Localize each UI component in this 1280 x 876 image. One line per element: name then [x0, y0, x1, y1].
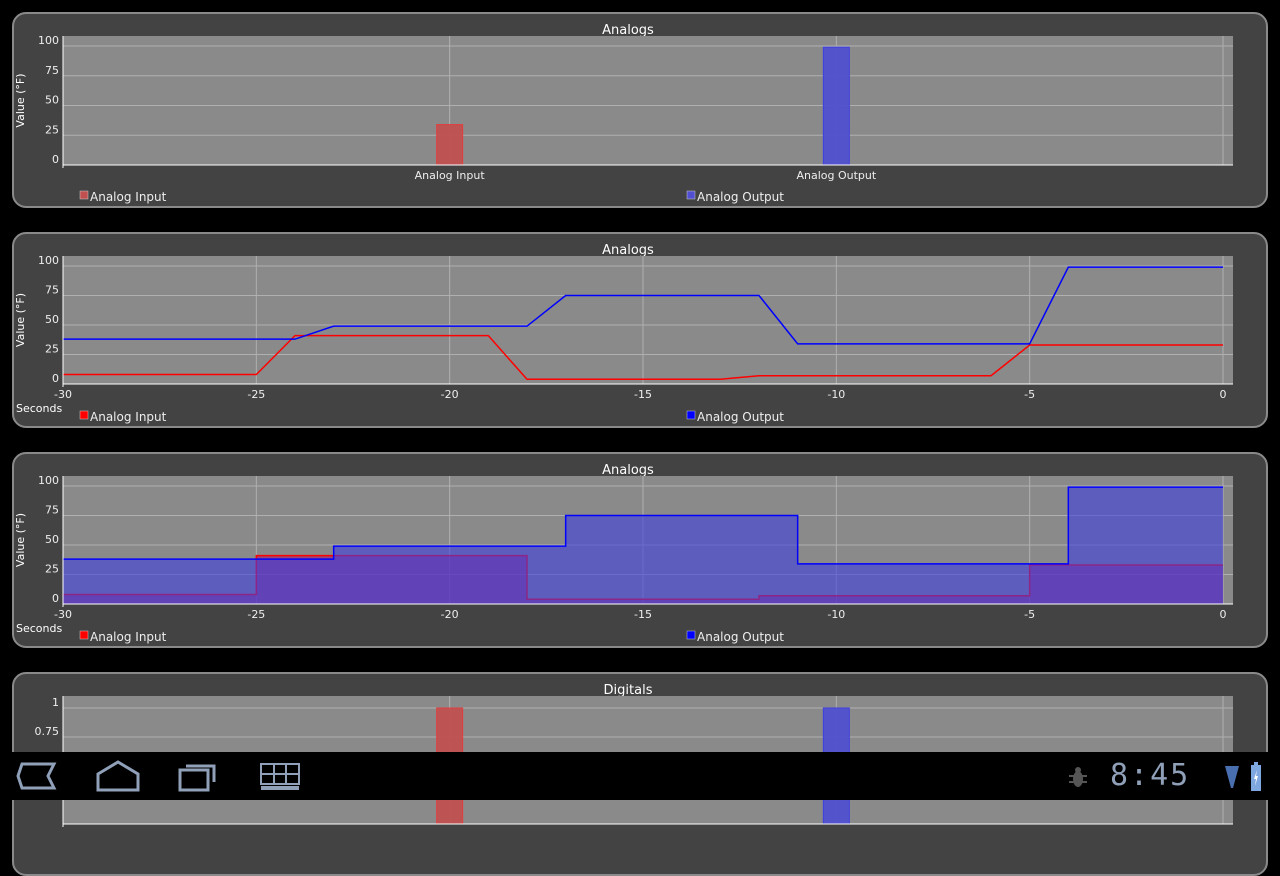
bar-analog-input — [436, 124, 464, 166]
x-tick-label: -30 — [54, 388, 72, 401]
y-axis-title: Value (°F) — [14, 73, 27, 127]
y-tick-label: 0.75 — [35, 725, 60, 738]
x-tick-label: -10 — [827, 388, 845, 401]
home-button[interactable] — [94, 760, 142, 792]
legend-label: Analog Input — [90, 630, 167, 644]
back-icon — [16, 762, 57, 790]
menu-button[interactable] — [256, 760, 304, 792]
y-tick-label: 0 — [52, 372, 59, 385]
x-tick-label: -20 — [441, 388, 459, 401]
x-category-label: Analog Input — [415, 169, 486, 182]
x-tick-label: -25 — [247, 388, 265, 401]
y-tick-label: 50 — [45, 533, 59, 546]
y-tick-label: 25 — [45, 343, 59, 356]
chart-panel-analogs-step: Analogs 0 25 50 75 100 -30 -25 -20 -15 -10 -5 0 Value… — [12, 452, 1268, 648]
x-tick-label: -25 — [247, 608, 265, 621]
chart-title: Analogs — [602, 243, 654, 258]
x-axis-title: Seconds — [16, 402, 62, 415]
x-tick-label: -30 — [54, 608, 72, 621]
y-tick-label: 100 — [38, 254, 59, 267]
y-tick-label: 50 — [45, 94, 59, 107]
y-tick-label: 100 — [38, 474, 59, 487]
legend-swatch — [686, 190, 696, 200]
legend-label: Analog Input — [90, 410, 167, 424]
x-tick-label: -5 — [1024, 608, 1035, 621]
x-tick-label: 0 — [1220, 608, 1227, 621]
plot-area — [63, 36, 1233, 165]
y-tick-label: 75 — [45, 64, 59, 77]
chart-svg: Analogs 0 25 50 75 100 -30 -25 -20 -15 -10 -5 0 Value… — [14, 463, 1233, 644]
y-tick-label: 25 — [45, 123, 59, 136]
legend-swatch — [686, 410, 696, 420]
chart-panel-analogs-bar: Analogs 0 25 50 75 100 Value (°F) Analog Input A… — [12, 12, 1268, 208]
x-tick-label: -15 — [634, 388, 652, 401]
grid-icon — [260, 763, 300, 790]
y-tick-label: 50 — [45, 313, 59, 326]
y-tick-label: 100 — [38, 34, 59, 47]
x-tick-label: -20 — [441, 608, 459, 621]
y-axis-title: Value (°F) — [14, 293, 27, 347]
line-analog-output — [63, 486, 1223, 565]
x-tick-label: -15 — [634, 608, 652, 621]
chart-svg: Analogs 0 25 50 75 100 -30 -25 -20 -15 -10 -5 0 Value… — [14, 243, 1233, 424]
signal-icon — [1225, 766, 1239, 788]
battery-charging-icon — [1251, 762, 1261, 791]
legend-label: Analog Output — [697, 630, 784, 644]
x-tick-label: -5 — [1024, 388, 1035, 401]
y-tick-label: 75 — [45, 284, 59, 297]
legend-label: Analog Output — [697, 190, 784, 204]
line-analog-output — [63, 266, 1223, 345]
chart-title: Digitals — [604, 683, 653, 698]
back-button[interactable] — [14, 760, 62, 792]
area-analog-output — [63, 487, 1223, 604]
home-icon — [96, 760, 140, 792]
chart-title: Analogs — [602, 463, 654, 478]
plot-area — [63, 256, 1233, 384]
x-category-label: Analog Output — [796, 169, 876, 182]
system-navigation-bar: 8:45 — [0, 752, 1280, 800]
legend-swatch — [79, 410, 89, 420]
legend-label: Analog Output — [697, 410, 784, 424]
legend-swatch — [79, 190, 89, 200]
chart-panel-analogs-line: Analogs 0 25 50 75 100 -30 -25 -20 -15 -10 -5 0 Value… — [12, 232, 1268, 428]
chart-title: Analogs — [602, 23, 654, 38]
line-analog-input — [63, 334, 1223, 381]
legend-label: Analog Input — [90, 190, 167, 204]
bar-analog-output — [822, 46, 850, 166]
legend-swatch — [686, 630, 696, 640]
x-tick-label: -10 — [827, 608, 845, 621]
status-clock: 8:45 — [1110, 758, 1191, 793]
x-tick-label: 0 — [1220, 388, 1227, 401]
chart-svg: Analogs 0 25 50 75 100 Value (°F) Analog Input A… — [14, 23, 1233, 204]
recent-apps-button[interactable] — [174, 760, 222, 792]
y-axis-title: Value (°F) — [14, 513, 27, 567]
y-tick-label: 75 — [45, 504, 59, 517]
x-axis-title: Seconds — [16, 622, 62, 635]
y-tick-label: 0 — [52, 153, 59, 166]
y-tick-label: 1 — [52, 696, 59, 709]
legend-swatch — [79, 630, 89, 640]
bug-icon — [1069, 767, 1087, 787]
y-tick-label: 25 — [45, 563, 59, 576]
recent-apps-icon — [178, 764, 216, 792]
y-tick-label: 0 — [52, 592, 59, 605]
